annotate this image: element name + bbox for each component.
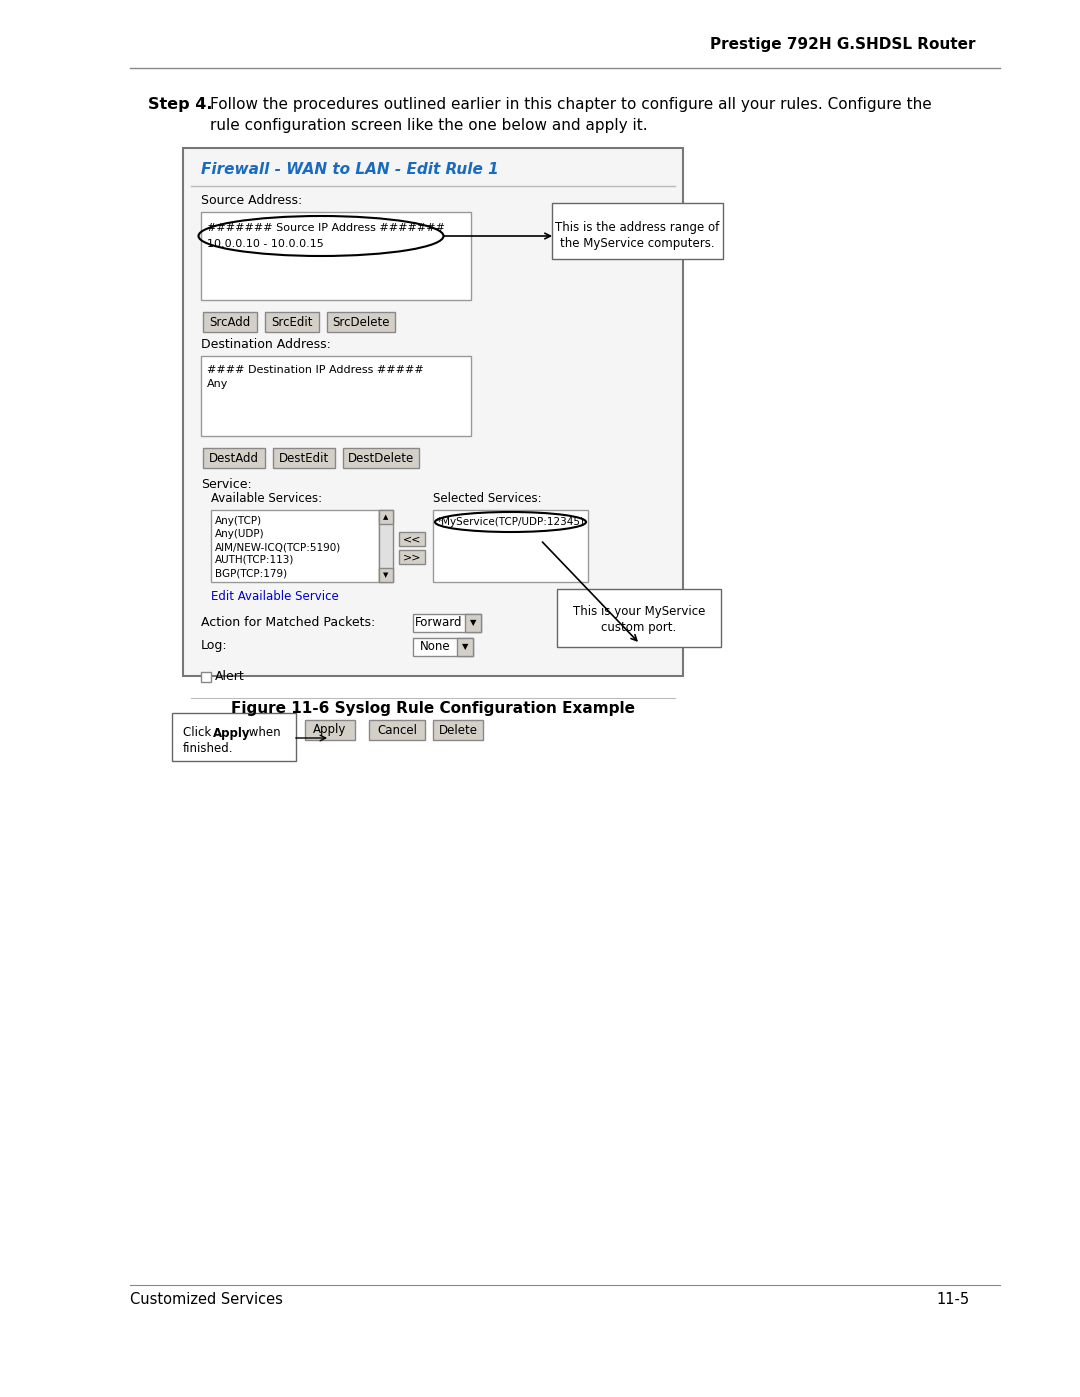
FancyBboxPatch shape [465,615,481,631]
Text: None: None [420,640,450,654]
Text: Cancel: Cancel [377,724,417,736]
Text: finished.: finished. [183,742,233,756]
Text: rule configuration screen like the one below and apply it.: rule configuration screen like the one b… [210,117,648,133]
FancyBboxPatch shape [413,638,473,657]
Text: Step 4.: Step 4. [148,96,213,112]
FancyBboxPatch shape [201,356,471,436]
Text: Forward: Forward [415,616,462,630]
FancyBboxPatch shape [433,510,588,583]
Text: DestEdit: DestEdit [279,451,329,464]
Text: ▲: ▲ [383,514,389,520]
FancyBboxPatch shape [211,510,379,583]
Text: DestDelete: DestDelete [348,451,414,464]
Text: Log:: Log: [201,640,228,652]
Text: Delete: Delete [438,724,477,736]
FancyBboxPatch shape [557,590,721,647]
FancyBboxPatch shape [399,532,426,546]
Text: ####### Source IP Address #######: ####### Source IP Address ####### [207,224,445,233]
Text: Available Services:: Available Services: [211,492,322,504]
FancyBboxPatch shape [379,510,393,583]
Text: <<: << [403,534,421,543]
Text: custom port.: custom port. [602,622,677,634]
Text: SrcEdit: SrcEdit [271,316,313,328]
Text: >>: >> [403,552,421,562]
Text: Service:: Service: [201,478,252,490]
FancyBboxPatch shape [201,212,471,300]
Text: the MyService computers.: the MyService computers. [561,236,715,250]
Text: This is your MyService: This is your MyService [572,605,705,619]
Text: Selected Services:: Selected Services: [433,492,542,504]
Text: Click: Click [183,726,215,739]
FancyBboxPatch shape [265,312,319,332]
Text: 11-5: 11-5 [936,1292,970,1308]
FancyBboxPatch shape [203,312,257,332]
Text: Any: Any [207,379,228,388]
FancyBboxPatch shape [379,510,393,524]
Text: AIM/NEW-ICQ(TCP:5190): AIM/NEW-ICQ(TCP:5190) [215,542,341,552]
Text: Figure 11-6 Syslog Rule Configuration Example: Figure 11-6 Syslog Rule Configuration Ex… [231,700,635,715]
FancyBboxPatch shape [273,448,335,468]
Text: when: when [245,726,281,739]
Text: *MyService(TCP/UDP:12345): *MyService(TCP/UDP:12345) [437,517,585,527]
Text: Apply: Apply [313,724,347,736]
FancyBboxPatch shape [201,672,211,682]
Text: Edit Available Service: Edit Available Service [211,590,339,602]
Text: This is the address range of: This is the address range of [555,222,719,235]
Text: Action for Matched Packets:: Action for Matched Packets: [201,616,375,629]
FancyBboxPatch shape [552,203,723,258]
Text: Firewall - WAN to LAN - Edit Rule 1: Firewall - WAN to LAN - Edit Rule 1 [201,162,499,177]
FancyBboxPatch shape [369,719,426,740]
FancyBboxPatch shape [327,312,395,332]
FancyBboxPatch shape [413,615,481,631]
FancyBboxPatch shape [433,719,483,740]
Text: Any(UDP): Any(UDP) [215,529,265,539]
FancyBboxPatch shape [305,719,355,740]
Text: 10.0.0.10 - 10.0.0.15: 10.0.0.10 - 10.0.0.15 [207,239,324,249]
Text: Source Address:: Source Address: [201,194,302,207]
FancyBboxPatch shape [399,550,426,564]
FancyBboxPatch shape [183,148,683,676]
FancyBboxPatch shape [343,448,419,468]
Text: SrcAdd: SrcAdd [210,316,251,328]
Text: SrcDelete: SrcDelete [333,316,390,328]
FancyBboxPatch shape [203,448,265,468]
Text: DestAdd: DestAdd [210,451,259,464]
Text: Any(TCP): Any(TCP) [215,515,262,527]
Text: Alert: Alert [215,671,245,683]
Text: #### Destination IP Address #####: #### Destination IP Address ##### [207,365,423,374]
Text: Customized Services: Customized Services [130,1292,283,1308]
Text: Apply: Apply [213,726,251,739]
Text: ▼: ▼ [383,571,389,578]
Text: BGP(TCP:179): BGP(TCP:179) [215,569,287,578]
FancyBboxPatch shape [172,712,296,761]
Text: ▼: ▼ [470,619,476,627]
Text: ▼: ▼ [462,643,469,651]
FancyBboxPatch shape [379,569,393,583]
Text: Destination Address:: Destination Address: [201,338,330,351]
Text: Follow the procedures outlined earlier in this chapter to configure all your rul: Follow the procedures outlined earlier i… [210,96,932,112]
Text: AUTH(TCP:113): AUTH(TCP:113) [215,555,295,564]
Text: Prestige 792H G.SHDSL Router: Prestige 792H G.SHDSL Router [710,36,975,52]
FancyBboxPatch shape [457,638,473,657]
